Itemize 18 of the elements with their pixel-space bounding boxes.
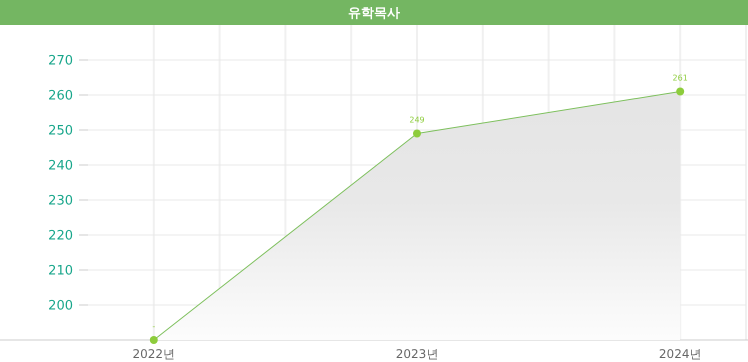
point [150, 336, 158, 344]
x-tick-label: 2024년 [658, 347, 702, 361]
data-label: 261 [672, 74, 688, 82]
y-tick-label: 210 [48, 264, 73, 278]
y-tick-label: 270 [48, 54, 73, 68]
chart-title: 유학목사 [348, 6, 400, 21]
x-tick-label: 2022년 [132, 347, 176, 361]
data-label: - [152, 322, 156, 331]
y-tick-label: 240 [48, 158, 73, 174]
y-tick-label: 200 [48, 298, 73, 314]
point [676, 88, 684, 96]
y-tick-label: 220 [48, 228, 73, 244]
point [413, 130, 421, 138]
data-label: 249 [409, 116, 425, 124]
y-tick-label: 260 [48, 88, 73, 104]
y-tick-label: 250 [48, 124, 73, 138]
y-tick-label: 230 [48, 194, 73, 208]
x-tick-label: 2023년 [396, 347, 438, 361]
